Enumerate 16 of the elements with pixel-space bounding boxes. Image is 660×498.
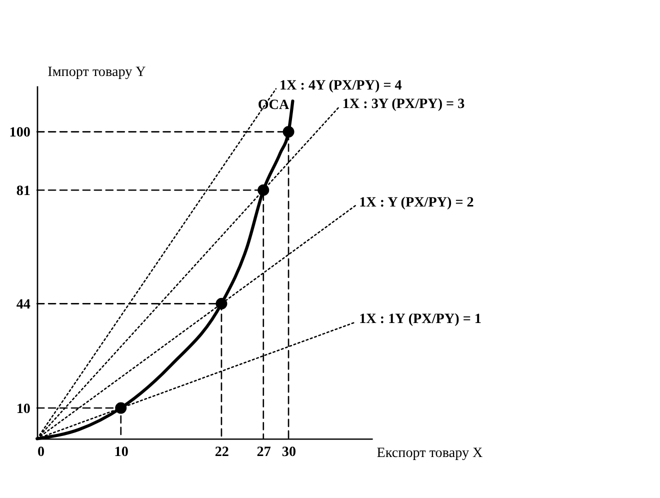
x-tick-label: 10	[114, 444, 128, 460]
series-label: 1X : 4Y (PX/PY) = 4	[279, 78, 402, 94]
x-tick-label: 27	[256, 444, 271, 460]
series-label: 1X : Y (PX/PY) = 2	[359, 194, 474, 210]
x-tick-label: 0	[38, 444, 45, 460]
x-tick-label: 22	[214, 444, 229, 460]
series-label: 1X : 1Y (PX/PY) = 1	[359, 310, 482, 327]
y-tick-label: 44	[16, 296, 30, 313]
series-label: 1X : 3Y (PX/PY) = 3	[342, 96, 465, 112]
y-tick-label: 100	[9, 124, 30, 141]
y-tick-label: 81	[16, 182, 30, 199]
y-axis-title: Імпорт товару Y	[48, 64, 146, 80]
x-tick-label: 30	[282, 444, 296, 460]
x-axis-title: Експорт товару X	[376, 445, 483, 462]
series-label: OCA	[258, 97, 290, 114]
y-tick-label: 10	[16, 400, 30, 417]
